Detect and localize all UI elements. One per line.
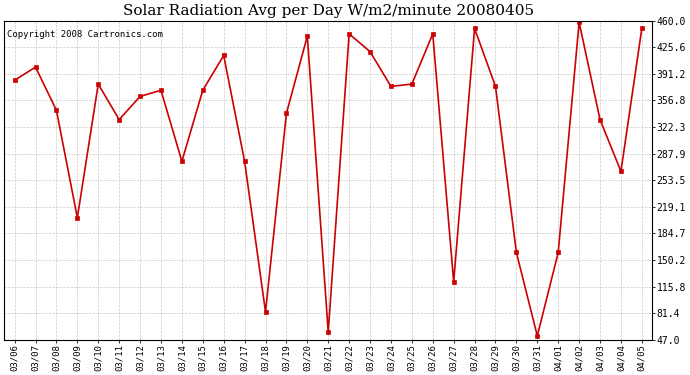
Text: Copyright 2008 Cartronics.com: Copyright 2008 Cartronics.com [8, 30, 164, 39]
Title: Solar Radiation Avg per Day W/m2/minute 20080405: Solar Radiation Avg per Day W/m2/minute … [123, 4, 534, 18]
